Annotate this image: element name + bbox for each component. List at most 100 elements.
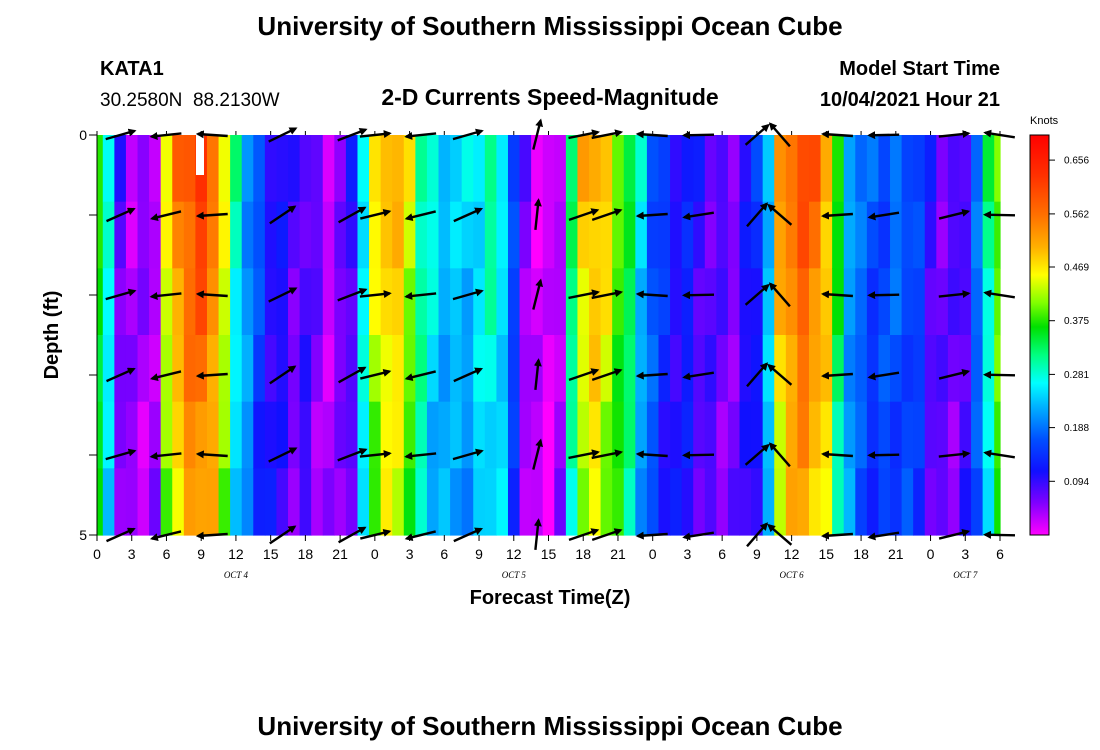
heatmap-cell xyxy=(149,268,162,336)
current-arrow xyxy=(105,448,137,461)
heatmap-cell xyxy=(461,335,474,403)
heatmap-cell xyxy=(971,335,984,403)
heatmap-cell xyxy=(357,401,370,469)
current-arrow xyxy=(767,523,793,546)
heatmap-cell xyxy=(808,401,822,469)
current-arrow xyxy=(867,371,900,381)
heatmap-cell xyxy=(797,268,810,336)
heatmap-cell xyxy=(982,135,995,203)
heatmap-cell xyxy=(843,335,856,403)
current-arrow xyxy=(591,368,623,382)
heatmap-cell xyxy=(345,201,359,269)
heatmap-cell xyxy=(681,401,694,469)
heatmap-cell xyxy=(496,401,509,469)
colorbar-tick-label: 0.469 xyxy=(1064,263,1089,274)
current-arrow xyxy=(337,448,368,462)
heatmap-cell xyxy=(878,201,891,269)
heatmap-cell xyxy=(322,335,335,403)
heatmap-cell xyxy=(727,468,741,536)
current-arrow xyxy=(149,451,182,460)
heatmap-cell xyxy=(137,335,150,403)
heatmap-cell xyxy=(542,335,555,403)
heatmap-cell xyxy=(936,468,949,536)
current-arrow xyxy=(983,449,1015,459)
current-arrow xyxy=(533,358,542,391)
heatmap-cell xyxy=(392,401,405,469)
current-arrow xyxy=(867,131,900,140)
heatmap-cell xyxy=(334,135,347,203)
heatmap-cell xyxy=(172,335,185,403)
heatmap-cell xyxy=(357,135,370,203)
x-tick-label: 6 xyxy=(163,546,171,562)
heatmap-cell xyxy=(947,135,961,203)
current-arrow xyxy=(195,290,228,299)
heatmap-cell xyxy=(403,335,416,403)
heatmap-cell xyxy=(438,468,451,536)
heatmap-cell xyxy=(531,201,544,269)
station-coordinates: 30.2580N 88.2130W xyxy=(100,90,280,111)
heatmap-cell xyxy=(450,201,463,269)
current-arrow xyxy=(938,450,971,459)
heatmap-cell xyxy=(426,468,440,536)
x-tick-label: 21 xyxy=(888,546,904,562)
current-arrow xyxy=(268,447,298,463)
footer-title: University of Southern Mississippi Ocean… xyxy=(257,711,842,741)
heatmap-cell xyxy=(600,135,613,203)
heatmap-cell xyxy=(473,135,486,203)
current-arrow xyxy=(821,211,853,220)
current-arrow xyxy=(533,518,542,551)
heatmap-cell xyxy=(739,135,752,203)
heatmap-cell xyxy=(565,268,579,336)
heatmap-cell xyxy=(160,401,173,469)
heatmap-cell xyxy=(693,401,706,469)
current-arrow xyxy=(821,371,853,380)
heatmap-cell xyxy=(670,268,683,336)
heatmap-cell xyxy=(542,468,555,536)
x-tick-label: 9 xyxy=(197,546,205,562)
current-arrow xyxy=(338,206,367,224)
heatmap-cell xyxy=(658,401,671,469)
heatmap-cell xyxy=(507,335,521,403)
heatmap-cell xyxy=(160,468,173,536)
x-tick-label: 3 xyxy=(128,546,136,562)
heatmap-cell xyxy=(878,268,891,336)
heatmap-cell xyxy=(183,401,197,469)
heatmap-cell xyxy=(843,401,856,469)
heatmap-cell xyxy=(426,401,440,469)
heatmap-cell xyxy=(218,135,231,203)
heatmap-cell xyxy=(357,468,370,536)
heatmap-cell xyxy=(924,401,937,469)
heatmap-cell xyxy=(276,201,289,269)
station-name: KATA1 xyxy=(100,58,164,80)
current-arrow xyxy=(682,291,715,300)
y-axis-label: Depth (ft) xyxy=(41,291,63,380)
heatmap-cell xyxy=(704,335,717,403)
heatmap-cell xyxy=(160,201,173,269)
heatmap-cell xyxy=(114,268,127,336)
heatmap-cell xyxy=(392,468,405,536)
heatmap-cell xyxy=(635,268,648,336)
x-tick-label: 12 xyxy=(784,546,800,562)
heatmap-cell xyxy=(681,335,694,403)
heatmap-cell xyxy=(172,201,185,269)
heatmap-cell xyxy=(438,401,451,469)
heatmap-cell xyxy=(415,401,428,469)
heatmap-cell xyxy=(982,468,995,536)
heatmap-cell xyxy=(971,401,984,469)
current-arrow xyxy=(337,128,368,142)
heatmap-cell xyxy=(820,468,833,536)
current-arrow xyxy=(744,443,770,466)
current-arrow xyxy=(452,128,484,141)
heatmap-cell xyxy=(415,468,428,536)
heatmap-cell xyxy=(241,468,254,536)
heatmap-cell xyxy=(658,135,671,203)
heatmap-cell xyxy=(519,335,532,403)
heatmap-cell xyxy=(646,401,660,469)
current-arrow xyxy=(568,449,600,460)
current-arrow xyxy=(532,118,544,150)
current-arrow xyxy=(591,208,623,222)
heatmap-cell xyxy=(218,201,231,269)
heatmap-cell xyxy=(843,268,856,336)
heatmap-cell xyxy=(843,135,856,203)
heatmap-cell xyxy=(264,401,278,469)
